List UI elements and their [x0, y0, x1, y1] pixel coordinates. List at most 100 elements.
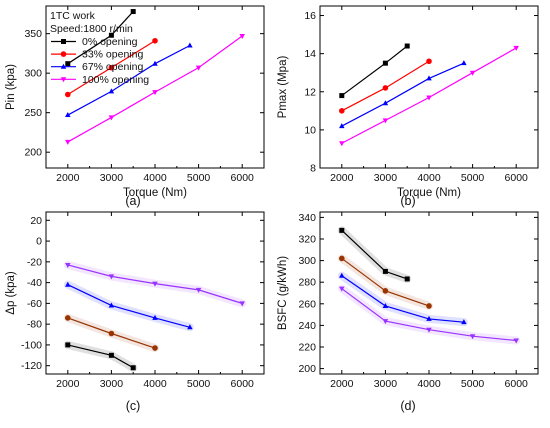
data-point	[382, 319, 389, 325]
data-point	[426, 315, 432, 321]
data-point	[65, 315, 71, 321]
data-point	[382, 85, 389, 91]
data-point	[382, 268, 388, 274]
y-tick-label: 16	[304, 10, 316, 22]
data-point	[152, 37, 158, 44]
x-tick-label: 3000	[100, 172, 124, 184]
y-tick-label: 300	[298, 255, 316, 267]
series-line	[67, 44, 191, 116]
x-axis-label: Torque (Nm)	[397, 187, 461, 199]
data-point	[65, 262, 71, 268]
x-tick-label: 4000	[143, 172, 167, 184]
y-tick-label: 260	[298, 298, 316, 310]
data-point	[461, 60, 467, 66]
series-line	[341, 45, 408, 97]
legend-label: 33% opening	[82, 49, 143, 61]
y-tick-label: -120	[21, 360, 42, 372]
chart-panel-3: 2000 3000 4000 5000 6000 20 0 -20 -40 -60 -80 -100 -…	[5, 211, 265, 413]
series-2	[337, 254, 433, 310]
legend-marker	[60, 63, 67, 69]
legend-label: 0% opening	[82, 36, 138, 48]
data-point	[187, 42, 193, 48]
legend-marker	[60, 51, 67, 57]
data-point	[339, 93, 345, 99]
data-point	[513, 338, 519, 344]
y-axis-label: Δp (kpa)	[5, 271, 17, 315]
y-tick-label: 200	[298, 363, 316, 375]
y-tick-label: 200	[24, 147, 42, 159]
x-tick-label: 6000	[505, 378, 529, 390]
data-point	[382, 60, 388, 66]
x-tick-label: 5000	[461, 172, 485, 184]
series-4	[65, 34, 245, 145]
data-point	[339, 227, 345, 233]
legend-title: Speed:1800 r/min	[50, 23, 133, 35]
series-2	[339, 58, 432, 114]
data-point	[426, 327, 432, 333]
y-axis-label: BSFC (g/kWh)	[277, 256, 289, 330]
data-point	[108, 352, 114, 358]
data-point	[339, 286, 345, 292]
series-2	[63, 313, 159, 353]
data-point	[404, 43, 410, 49]
data-point	[513, 45, 519, 51]
series-3	[65, 42, 193, 118]
data-point	[339, 255, 345, 262]
data-point	[426, 58, 432, 65]
data-point	[187, 324, 193, 330]
series-glow	[63, 340, 138, 372]
y-tick-label: 300	[24, 68, 42, 80]
data-point	[426, 75, 432, 81]
y-axis-label: Pin (kpa)	[5, 64, 17, 110]
data-point	[130, 9, 136, 15]
series-4	[337, 284, 521, 345]
y-tick-label: 0	[36, 236, 42, 248]
y-tick-label: 320	[298, 234, 316, 246]
series-1	[337, 226, 412, 283]
data-point	[108, 115, 115, 121]
data-point	[469, 70, 476, 76]
panel-label: (b)	[400, 194, 415, 208]
data-point	[152, 60, 158, 66]
series-line	[341, 62, 465, 127]
series-line	[67, 284, 191, 328]
data-point	[195, 287, 202, 293]
y-tick-label: 10	[304, 124, 316, 136]
x-tick-label: 5000	[461, 378, 485, 390]
x-tick-label: 4000	[417, 172, 441, 184]
data-point	[382, 302, 389, 308]
data-point	[239, 34, 245, 40]
x-tick-label: 6000	[231, 378, 255, 390]
data-point	[65, 342, 71, 348]
x-tick-label: 3000	[100, 378, 124, 390]
series-3	[337, 271, 468, 327]
legend-label: 67% opening	[82, 61, 143, 73]
data-point	[382, 100, 389, 106]
y-tick-label: 350	[24, 28, 42, 40]
chart-panel-4: 2000 3000 4000 5000 6000 200 220 240 260 280 300 32…	[277, 211, 539, 413]
data-point	[108, 330, 115, 337]
data-point	[65, 112, 71, 118]
y-axis-label: Pmax (Mpa)	[277, 56, 289, 119]
y-tick-label: 250	[24, 107, 42, 119]
data-point	[130, 365, 136, 371]
x-tick-label: 4000	[417, 378, 441, 390]
x-tick-label: 5000	[187, 378, 211, 390]
x-tick-label: 3000	[374, 172, 398, 184]
data-point	[382, 288, 389, 294]
y-tick-label: 14	[304, 48, 316, 60]
y-tick-label: -60	[27, 298, 42, 310]
x-tick-label: 2000	[330, 172, 354, 184]
y-tick-label: -80	[27, 319, 42, 331]
x-axis-label: Torque (Nm)	[123, 187, 187, 199]
data-point	[108, 64, 115, 71]
chart-panel-2: 2000 3000 4000 5000 6000 8 10 12 14 16 Torque (Nm)…	[277, 5, 539, 208]
panel-label: (d)	[400, 399, 415, 413]
series-line	[341, 275, 464, 323]
data-point	[426, 95, 432, 101]
data-point	[108, 88, 115, 94]
x-tick-label: 6000	[231, 172, 255, 184]
data-point	[152, 90, 158, 96]
